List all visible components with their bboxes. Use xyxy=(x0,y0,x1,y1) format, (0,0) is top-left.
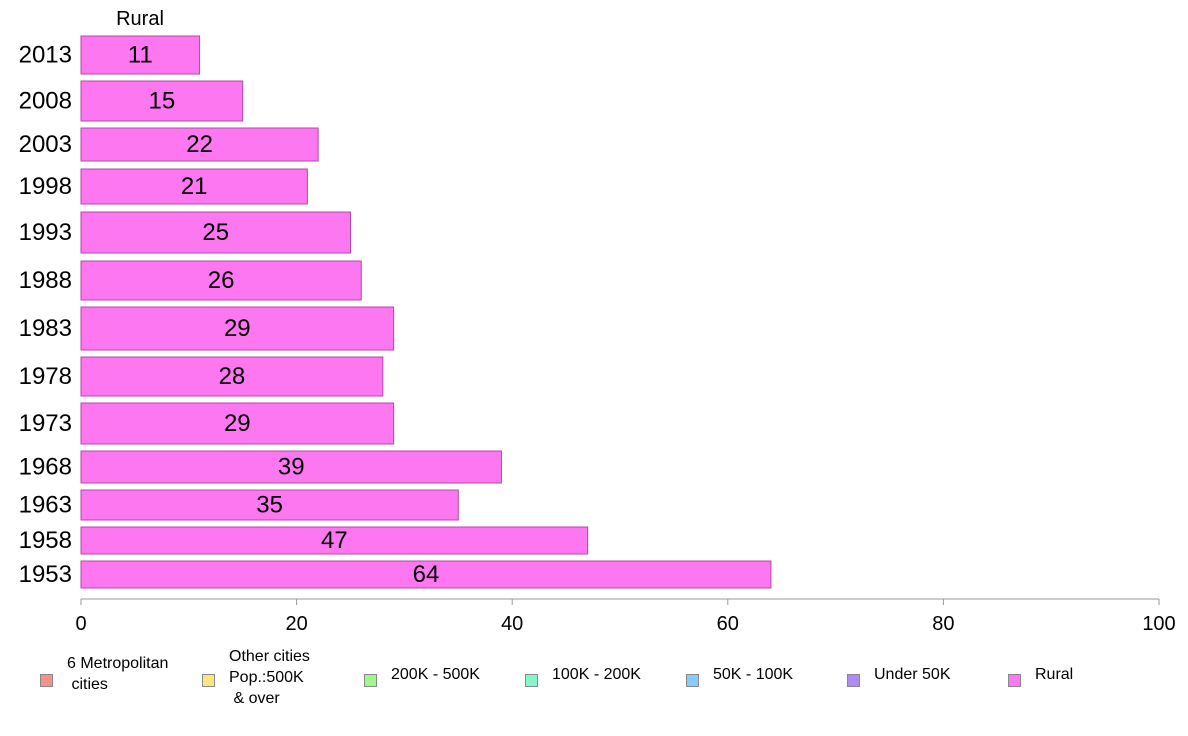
x-tick-label: 60 xyxy=(717,613,739,635)
category-label: 1998 xyxy=(19,173,72,200)
legend-swatch xyxy=(847,674,860,687)
bar-1988 xyxy=(80,260,362,301)
bar-1953 xyxy=(80,560,772,589)
bar-value-label: 28 xyxy=(219,363,246,390)
category-label: 1988 xyxy=(19,267,72,294)
bar-1958 xyxy=(80,526,589,555)
bar-value-label: 35 xyxy=(256,492,283,519)
x-tick-label: 20 xyxy=(285,613,307,635)
category-label: 1958 xyxy=(19,527,72,554)
bar-2003 xyxy=(80,127,319,162)
legend-item: 200K - 500K xyxy=(364,664,480,687)
legend-swatch xyxy=(1008,674,1021,687)
bars-group: 11 15 22 21 25 26 29 28 29 39 35 47 64 xyxy=(80,35,772,589)
x-tick-label: 100 xyxy=(1142,613,1175,635)
category-label: 2013 xyxy=(19,42,72,69)
category-label: 1993 xyxy=(19,219,72,246)
legend-item: 50K - 100K xyxy=(686,664,793,687)
bar-value-label: 21 xyxy=(181,173,208,200)
bar-value-label: 11 xyxy=(128,42,153,69)
legend-item: Other cities Pop.:500K & over xyxy=(202,646,310,709)
bar-value-label: 39 xyxy=(278,454,305,481)
legend-label: 50K - 100K xyxy=(713,666,794,683)
legend-swatch xyxy=(525,674,538,687)
bar-value-label: 25 xyxy=(202,219,229,246)
legend-swatch xyxy=(364,674,377,687)
legend-item: 100K - 200K xyxy=(525,664,641,687)
category-label: 1963 xyxy=(19,492,72,519)
x-tick-label: 80 xyxy=(932,613,954,635)
category-label: 2008 xyxy=(19,88,72,115)
legend-swatch xyxy=(686,674,699,687)
legend-label: 200K - 500K xyxy=(391,666,480,683)
x-tick-label: 40 xyxy=(501,613,523,635)
bar-1973 xyxy=(80,402,395,445)
category-label: 1978 xyxy=(19,363,72,390)
x-tick-label: 0 xyxy=(75,613,86,635)
category-label: 1983 xyxy=(19,315,72,342)
bar-value-label: 22 xyxy=(186,131,213,158)
bar-1998 xyxy=(80,168,308,205)
bar-value-label: 29 xyxy=(224,410,251,437)
bar-value-label: 26 xyxy=(208,267,235,294)
bar-value-label: 29 xyxy=(224,315,251,342)
legend-label: Rural xyxy=(1035,666,1074,683)
bar-1983 xyxy=(80,306,395,351)
bar-1968 xyxy=(80,450,502,484)
bar-1963 xyxy=(80,489,459,521)
legend-item: Under 50K xyxy=(847,664,951,687)
bar-value-label: 47 xyxy=(321,527,348,554)
bar-2008 xyxy=(80,80,244,122)
legend-item: 6 Metropolitan cities xyxy=(40,653,168,695)
panel-title: Rural xyxy=(116,8,164,30)
bar-value-label: 15 xyxy=(148,88,175,115)
bar-1993 xyxy=(80,211,351,254)
bar-2013 xyxy=(80,35,201,75)
category-label: 1973 xyxy=(19,410,72,437)
legend: 6 Metropolitan cities Other cities Pop.:5… xyxy=(0,646,1188,726)
category-labels: 2013 2008 2003 1998 1993 1988 1983 1978 1973 1968… xyxy=(19,42,72,589)
legend-swatch xyxy=(202,674,215,687)
category-label: 2003 xyxy=(19,131,72,158)
category-label: 1968 xyxy=(19,454,72,481)
legend-item: Rural xyxy=(1008,664,1073,687)
legend-label: 6 Metropolitan cities xyxy=(67,655,169,693)
bar-1978 xyxy=(80,356,384,397)
x-axis: 0 20 40 60 80 100 xyxy=(75,598,1176,635)
legend-label: 100K - 200K xyxy=(552,666,641,683)
legend-swatch xyxy=(40,674,53,687)
legend-label: Other cities Pop.:500K & over xyxy=(229,648,310,707)
legend-label: Under 50K xyxy=(874,666,951,683)
category-label: 1953 xyxy=(19,561,72,588)
bar-value-label: 64 xyxy=(413,561,440,588)
